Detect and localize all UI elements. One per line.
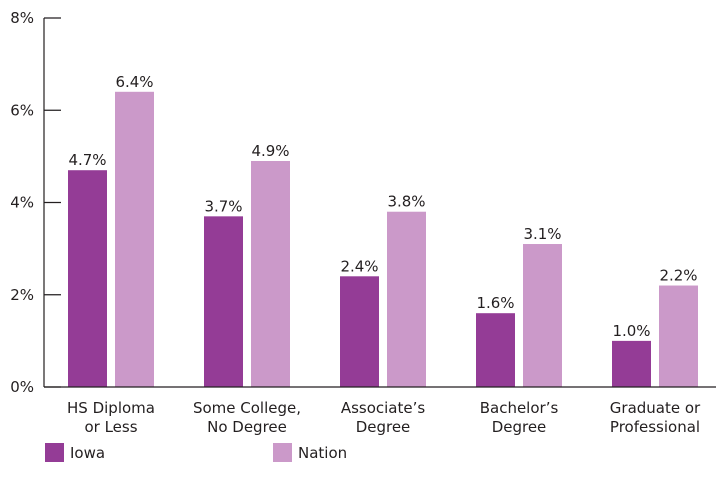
legend-label-nation: Nation	[298, 444, 347, 462]
data-label-iowa: 2.4%	[340, 257, 378, 275]
category-label: HS Diploma or Less	[67, 399, 155, 436]
y-tick-label: 6%	[10, 101, 34, 119]
data-labels: 4.7% 6.4% 3.7% 4.9% 2.4% 3.8% 1.6% 3.1% 1.0% 2.2%	[68, 73, 697, 340]
bar-nation	[523, 244, 562, 387]
data-label-nation: 6.4%	[115, 73, 153, 91]
bar-nation	[659, 285, 698, 387]
category-label-line: No Degree	[207, 418, 287, 436]
bar-iowa	[612, 340, 651, 387]
category-label-line: Associate’s	[341, 399, 426, 417]
category-label-line: Graduate or	[610, 399, 701, 417]
bars	[68, 91, 698, 388]
y-tick-label: 8%	[10, 9, 34, 27]
legend: Iowa Nation	[45, 443, 347, 462]
category-label: Associate’s Degree	[341, 399, 426, 436]
category-label-line: or Less	[84, 418, 137, 436]
y-axis: 0% 2% 4% 6% 8%	[10, 9, 61, 396]
bar-iowa	[68, 170, 107, 387]
category-label-line: Bachelor’s	[480, 399, 559, 417]
category-label-line: HS Diploma	[67, 399, 155, 417]
category-label-line: Degree	[356, 418, 411, 436]
data-label-nation: 3.8%	[387, 193, 425, 211]
bar-nation	[115, 91, 154, 388]
y-tick-label: 0%	[10, 378, 34, 396]
data-label-nation: 3.1%	[523, 225, 561, 243]
x-axis: HS Diploma or Less Some College, No Degree A…	[44, 386, 716, 436]
y-tick-label: 2%	[10, 286, 34, 304]
bar-nation	[387, 211, 426, 387]
y-tick-label: 4%	[10, 194, 34, 212]
bar-iowa	[340, 276, 379, 387]
category-label-line: Some College,	[193, 399, 301, 417]
data-label-iowa: 3.7%	[204, 197, 242, 215]
bar-iowa	[476, 313, 515, 387]
bar-iowa	[204, 216, 243, 387]
category-label-line: Degree	[492, 418, 547, 436]
legend-label-iowa: Iowa	[70, 444, 105, 462]
bar-nation	[251, 160, 290, 387]
category-label: Graduate or Professional	[610, 399, 701, 436]
category-label-line: Professional	[610, 418, 700, 436]
data-label-iowa: 1.6%	[476, 294, 514, 312]
data-label-nation: 4.9%	[251, 142, 289, 160]
category-label: Some College, No Degree	[193, 399, 301, 436]
legend-swatch-iowa	[45, 443, 64, 462]
data-label-iowa: 4.7%	[68, 151, 106, 169]
data-label-iowa: 1.0%	[612, 322, 650, 340]
category-label: Bachelor’s Degree	[480, 399, 559, 436]
data-label-nation: 2.2%	[659, 267, 697, 285]
legend-swatch-nation	[273, 443, 292, 462]
